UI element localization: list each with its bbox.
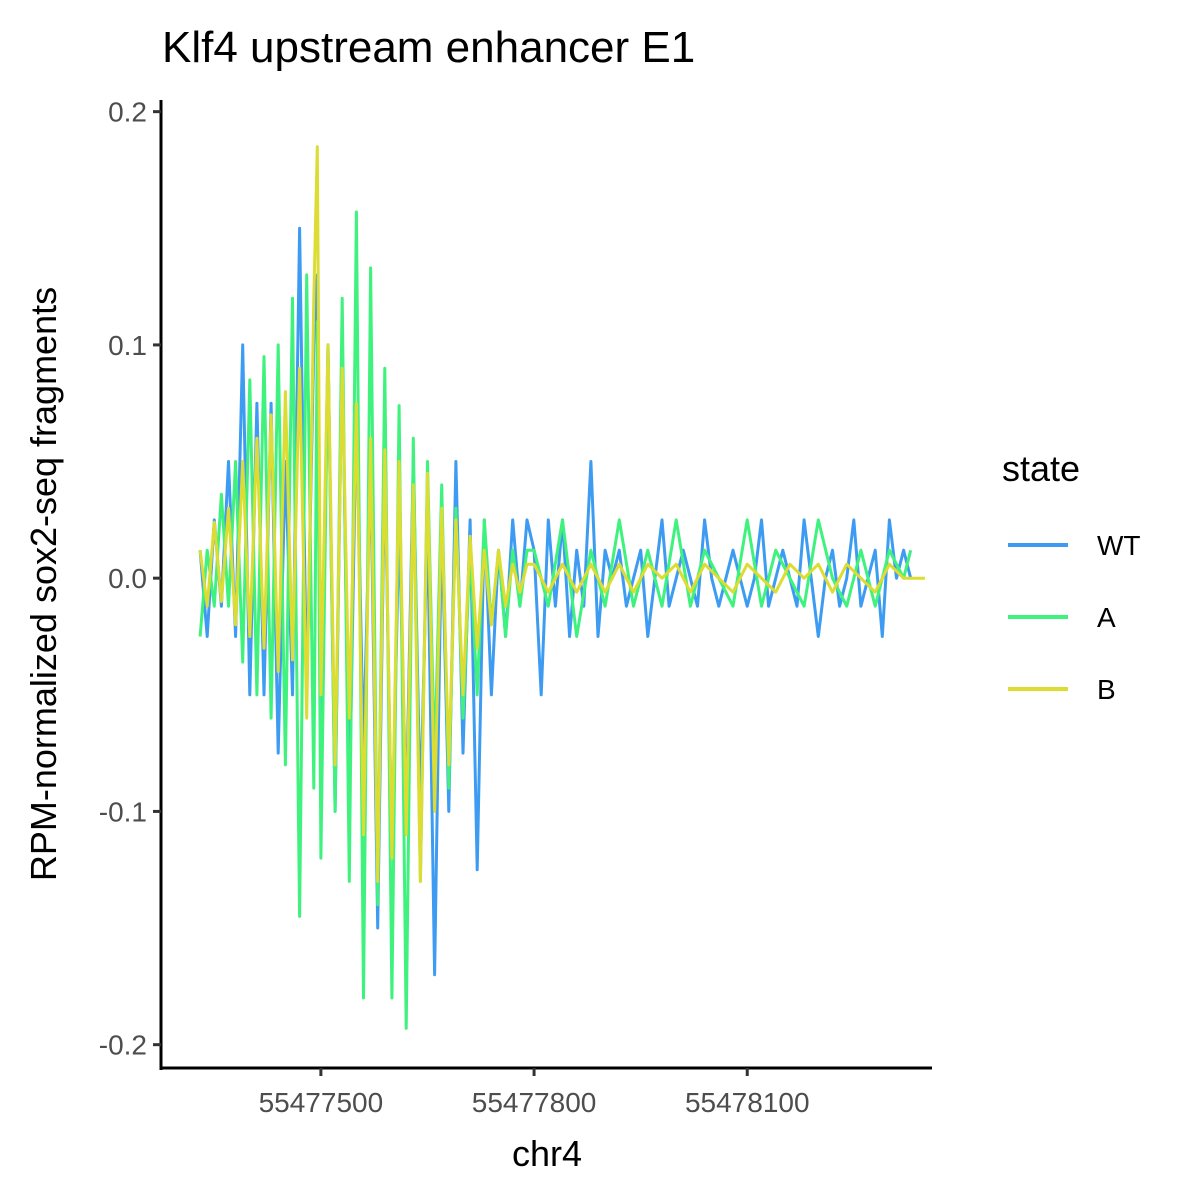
y-tick-label: 0.1 [108, 330, 147, 361]
y-tick-label: -0.2 [99, 1030, 147, 1061]
series-line-b [198, 145, 925, 883]
x-tick-label: 55478100 [685, 1087, 810, 1118]
y-axis-ticks: -0.2 -0.1 0.0 0.1 0.2 [99, 97, 161, 1061]
legend-label-b: B [1097, 674, 1116, 705]
y-tick-label: 0.0 [108, 563, 147, 594]
legend-title: state [1002, 448, 1080, 489]
x-axis-title: chr4 [512, 1133, 582, 1174]
x-axis-ticks: 55477500 55477800 55478100 [259, 1068, 810, 1118]
legend-label-a: A [1097, 602, 1116, 633]
y-axis-title: RPM-normalized sox2-seq fragments [23, 287, 64, 881]
x-tick-label: 55477800 [472, 1087, 597, 1118]
legend: state WT A B [1002, 448, 1141, 705]
y-tick-label: 0.2 [108, 97, 147, 128]
x-tick-label: 55477500 [259, 1087, 384, 1118]
chart-title: Klf4 upstream enhancer E1 [162, 23, 695, 72]
series-layer [198, 145, 925, 1030]
legend-label-wt: WT [1097, 530, 1141, 561]
y-tick-label: -0.1 [99, 796, 147, 827]
